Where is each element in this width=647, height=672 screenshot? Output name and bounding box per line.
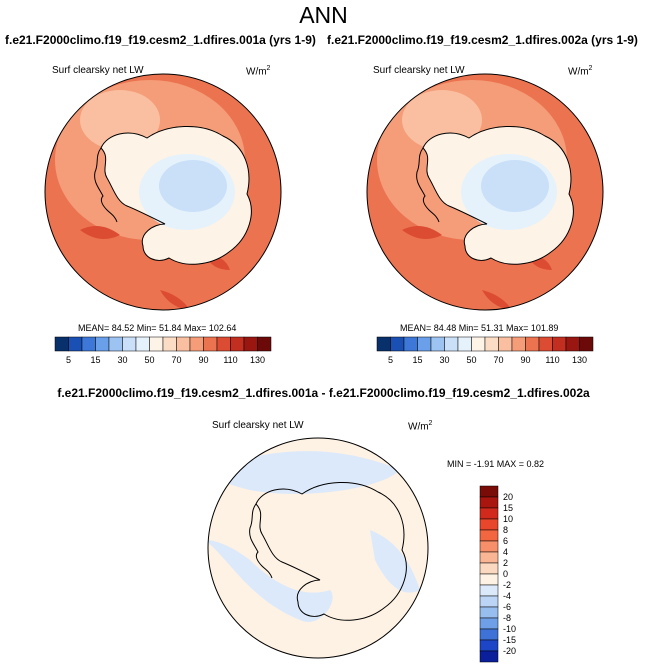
colorbar-left-tick-label: 30 [117,355,127,365]
variable-label-left: Surf clearsky net LW [52,65,144,76]
colorbar-left-swatch [162,336,177,352]
colorbar-diff-swatch [479,606,499,619]
colorbar-diff-tick-label: 15 [503,503,513,513]
map-left [44,73,282,311]
diff-title: f.e21.F2000climo.f19_f19.cesm2_1.dfires.… [57,386,590,400]
colorbar-left-swatch [257,336,272,352]
case-title-left: f.e21.F2000climo.f19_f19.cesm2_1.dfires.… [5,33,316,47]
colorbar-left-swatch [95,336,110,352]
colorbar-left-tick-label: 5 [66,355,71,365]
colorbar-diff-tick-label: 8 [503,525,508,535]
colorbar-left-tick-label: 70 [171,355,181,365]
colorbar-diff-swatch [479,595,499,608]
colorbar-diff-swatch [479,507,499,520]
colorbar-diff-tick-label: 20 [503,492,513,502]
case-title-right: f.e21.F2000climo.f19_f19.cesm2_1.dfires.… [327,33,638,47]
colorbar-diff-swatch [479,617,499,630]
colorbar-left-swatch [203,336,218,352]
colorbar-diff-tick-label: 10 [503,514,513,524]
colorbar-right-swatch [538,336,553,352]
colorbar-diff-swatch [479,639,499,652]
colorbar-diff-swatch [479,518,499,531]
colorbar-diff-swatch [479,551,499,564]
colorbar-right-swatch [511,336,526,352]
colorbar-right-swatch [403,336,418,352]
colorbar-right-swatch [484,336,499,352]
colorbar-diff-swatch [479,496,499,509]
units-left: W/m2 [246,65,271,78]
colorbar-right-tick-label: 15 [412,355,422,365]
colorbar-right-swatch [376,336,391,352]
colorbar-right-tick-label: 50 [466,355,476,365]
stats-diff: MIN = -1.91 MAX = 0.82 [447,459,545,469]
colorbar-left-tick-label: 90 [198,355,208,365]
colorbar-right-swatch [457,336,472,352]
colorbar-right-tick-label: 130 [572,355,587,365]
variable-label-diff: Surf clearsky net LW [212,420,304,431]
colorbar-right-tick-label: 90 [520,355,530,365]
colorbar-diff-tick-label: 6 [503,536,508,546]
colorbar-right: 5 15 30 50 70 90 110 130 [376,336,594,365]
colorbar-diff-tick-label: -15 [503,635,516,645]
colorbar-left-swatch [54,336,69,352]
colorbar-left: 5 15 30 50 70 90 110 130 [54,336,272,365]
colorbar-diff-swatch [479,584,499,597]
colorbar-diff-swatch [479,573,499,586]
colorbar-diff-swatch [479,628,499,641]
colorbar-diff-swatch [479,562,499,575]
colorbar-diff-tick-label: -6 [503,602,511,612]
colorbar-left-swatch [216,336,231,352]
colorbar-right-swatch [525,336,540,352]
colorbar-right-swatch [417,336,432,352]
colorbar-left-swatch [81,336,96,352]
colorbar-left-swatch [189,336,204,352]
colorbar-left-tick-label: 50 [144,355,154,365]
colorbar-left-swatch [68,336,83,352]
colorbar-diff-tick-label: -10 [503,624,516,634]
units-diff: W/m2 [408,420,433,433]
colorbar-diff-tick-label: -20 [503,646,516,656]
colorbar-right-tick-label: 30 [439,355,449,365]
colorbar-right-swatch [444,336,459,352]
colorbar-right-tick-label: 5 [388,355,393,365]
colorbar-diff-swatch [479,650,499,663]
colorbar-diff-tick-label: -8 [503,613,511,623]
colorbar-diff-tick-label: -4 [503,591,511,601]
colorbar-left-swatch [122,336,137,352]
colorbar-left-swatch [176,336,191,352]
colorbar-right-swatch [565,336,580,352]
colorbar-left-swatch [243,336,258,352]
colorbar-right-swatch [552,336,567,352]
units-right: W/m2 [568,65,593,78]
map-right [366,73,604,311]
stats-right: MEAN= 84.48 Min= 51.31 Max= 101.89 [400,323,559,333]
figure-title: ANN [299,2,348,28]
colorbar-diff-tick-label: 0 [503,569,508,579]
colorbar-diff-tick-label: 4 [503,547,508,557]
colorbar-left-tick-label: 130 [250,355,265,365]
colorbar-right-swatch [430,336,445,352]
stats-left: MEAN= 84.52 Min= 51.84 Max= 102.64 [78,323,237,333]
colorbar-right-swatch [471,336,486,352]
colorbar-right-swatch [498,336,513,352]
colorbar-diff-swatch [479,529,499,542]
variable-label-right: Surf clearsky net LW [373,65,465,76]
colorbar-left-tick-label: 15 [90,355,100,365]
colorbar-diff-swatch [479,540,499,553]
colorbar-left-tick-label: 110 [223,355,237,365]
colorbar-right-swatch [390,336,405,352]
colorbar-diff-tick-label: 2 [503,558,508,568]
colorbar-diff-tick-label: -2 [503,580,511,590]
colorbar-left-swatch [230,336,245,352]
colorbar-right-tick-label: 70 [493,355,503,365]
colorbar-left-swatch [108,336,123,352]
colorbar-diff-swatch [479,485,499,498]
colorbar-left-swatch [135,336,150,352]
colorbar-right-swatch [579,336,594,352]
colorbar-right-tick-label: 110 [545,355,559,365]
colorbar-left-swatch [149,336,164,352]
map-diff [207,437,429,659]
